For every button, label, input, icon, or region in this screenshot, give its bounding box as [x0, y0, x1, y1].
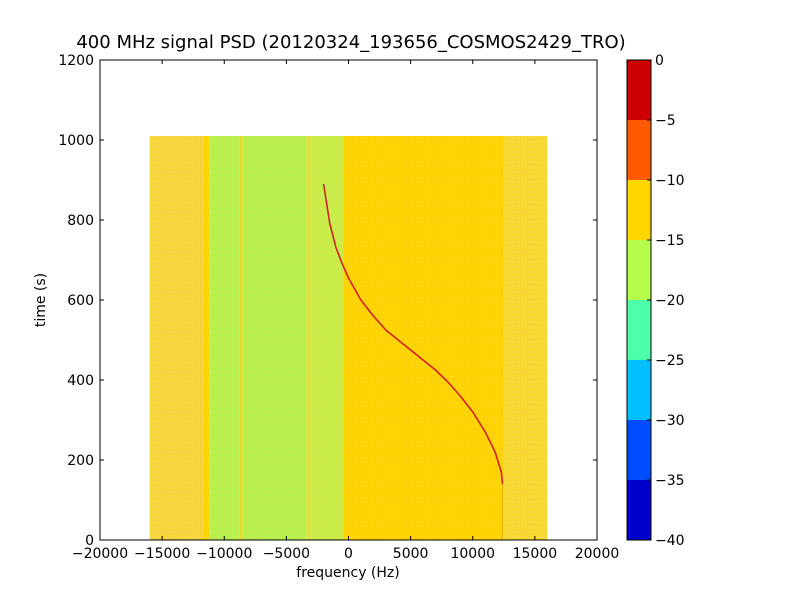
colorbar-level	[627, 240, 651, 300]
colorbar-tick-label: −30	[655, 413, 685, 429]
heatmap-band	[348, 136, 504, 540]
heatmap-band	[203, 136, 210, 540]
colorbar-level	[627, 360, 651, 420]
x-tick-label: 20000	[575, 546, 620, 562]
x-tick-label: 10000	[450, 546, 495, 562]
y-axis: 0 200 400 600 800 1000 1200	[58, 53, 597, 549]
plot-area	[99, 59, 598, 541]
heatmap-band	[149, 136, 204, 540]
colorbar-tick-label: −35	[655, 473, 685, 489]
heatmap-band	[209, 136, 240, 540]
colorbar-tick-label: −25	[655, 353, 685, 369]
heatmap-band	[311, 136, 344, 540]
heatmap-band	[343, 136, 349, 540]
colorbar-level	[627, 300, 651, 360]
y-tick-label: 200	[67, 453, 94, 469]
x-axis-label: frequency (Hz)	[296, 565, 399, 581]
colorbar-level	[627, 180, 651, 240]
colorbar-level	[627, 60, 651, 120]
heatmap-band	[239, 136, 243, 540]
y-tick-label: 1200	[58, 53, 94, 69]
colorbar-level	[627, 480, 651, 540]
y-axis-label: time (s)	[33, 273, 49, 327]
colorbar-tick-label: −20	[655, 293, 685, 309]
x-tick-label: 0	[344, 546, 353, 562]
x-tick-label: 15000	[513, 546, 558, 562]
heatmap-striations	[149, 136, 548, 540]
colorbar-tick-label: −5	[655, 113, 676, 129]
y-tick-label: 600	[67, 293, 94, 309]
signal-trace	[322, 183, 504, 485]
y-tick-label: 800	[67, 213, 94, 229]
x-tick-label: −10000	[196, 546, 252, 562]
heatmap-band	[306, 136, 312, 540]
colorbar-level	[627, 120, 651, 180]
heatmap-band	[242, 136, 307, 540]
x-tick-label: −5000	[263, 546, 310, 562]
y-tick-label: 0	[85, 533, 94, 549]
colorbar-tick-label: −10	[655, 173, 685, 189]
y-tick-label: 1000	[58, 133, 94, 149]
x-tick-label: −15000	[134, 546, 190, 562]
colorbar-tick-label: −15	[655, 233, 685, 249]
colorbar-level	[627, 420, 651, 480]
colorbar-tick-label: −40	[655, 533, 685, 549]
heatmap-band	[503, 136, 548, 540]
x-axis: −20000 −15000 −10000 −5000 0 5000 10000 15000 20…	[72, 60, 619, 562]
y-tick-label: 400	[67, 373, 94, 389]
x-tick-label: −20000	[72, 546, 128, 562]
colorbar-tick-label: 0	[655, 53, 664, 69]
chart-title: 400 MHz signal PSD (20120324_193656_COSM…	[76, 32, 625, 53]
colorbar: 0 −5 −10 −15 −20 −25 −30 −35 −40	[626, 53, 685, 549]
x-tick-label: 5000	[393, 546, 429, 562]
